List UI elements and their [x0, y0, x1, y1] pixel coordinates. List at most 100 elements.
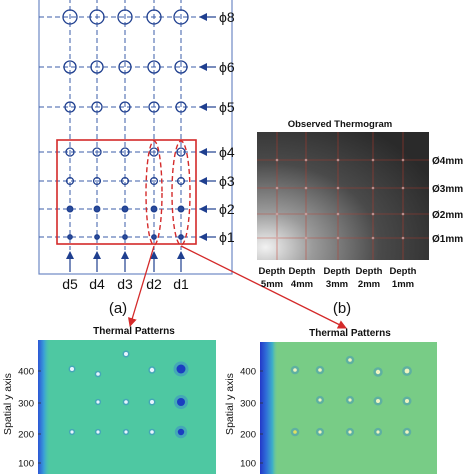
hole-r4-c3 — [149, 176, 159, 186]
depth-label-1-line1: Depth — [289, 266, 316, 277]
panel-a-caption: (a) — [109, 300, 127, 317]
hole-r4-c4 — [176, 176, 186, 186]
c-spot-2 — [124, 352, 128, 356]
c-spot-8 — [177, 398, 185, 406]
thermogram-image — [257, 132, 429, 260]
row-label-6: ϕ1 — [219, 229, 235, 245]
depth-label-3-line1: Depth — [356, 266, 383, 277]
hole-r5-c0 — [66, 205, 74, 213]
d-spot-8 — [405, 399, 409, 403]
d-spot-11 — [348, 430, 352, 434]
ytick-label-400: 400 — [18, 367, 34, 378]
hole-r2-c4 — [175, 101, 187, 113]
row-label-3: ϕ4 — [219, 144, 235, 160]
d-spot-6 — [348, 398, 352, 402]
d-spot-7 — [376, 399, 380, 403]
hole-r0-c0 — [62, 9, 78, 25]
d-spot-3 — [375, 369, 381, 375]
link-arrow-d2 — [127, 245, 155, 327]
hole-r3-c0 — [65, 147, 75, 157]
thermo-spot-1-4 — [401, 186, 405, 190]
panel-d-title: Thermal Patterns — [309, 328, 391, 339]
d-spot-9 — [293, 430, 297, 434]
diameter-label-0: Ø4mm — [432, 156, 463, 167]
hole-r0-c2 — [117, 9, 133, 25]
thermo-spot-2-4 — [401, 212, 405, 216]
ytick-label-100: 100 — [240, 459, 256, 470]
c-spot-13 — [177, 428, 185, 436]
thermo-spot-3-2 — [336, 236, 340, 240]
c-spot-5 — [96, 400, 100, 404]
ytick-label-300: 300 — [240, 399, 256, 410]
column-labels: d5 d4 d3 d2 d1 — [62, 251, 189, 292]
diameter-label-1: Ø3mm — [432, 184, 463, 195]
hole-r1-c1 — [90, 60, 104, 74]
hole-r1-c0 — [63, 60, 77, 74]
diameter-label-3: Ø1mm — [432, 234, 463, 245]
panel-c-ylabel: Spatial y axis — [2, 373, 14, 435]
thermo-spot-1-1 — [304, 186, 308, 190]
thermogram-grid — [257, 132, 429, 260]
thermo-spot-0-3 — [371, 158, 375, 162]
row-label-5: ϕ2 — [219, 201, 235, 217]
hole-r0-c1 — [89, 9, 105, 25]
hole-r4-c2 — [120, 176, 130, 186]
column-label-d2: d2 — [146, 276, 162, 292]
depth-label-4-line2: 1mm — [392, 279, 414, 290]
thermo-spot-3-1 — [304, 236, 308, 240]
c-spot-1 — [96, 372, 100, 376]
hole-r2-c0 — [64, 101, 76, 113]
ytick-label-200: 200 — [240, 430, 256, 441]
ytick-label-300: 300 — [18, 399, 34, 410]
panel-d-heatmap — [260, 342, 437, 474]
column-label-d1: d1 — [173, 276, 189, 292]
ytick-label-400: 400 — [240, 367, 256, 378]
hole-r6-c3 — [151, 234, 157, 240]
d-spot-0 — [293, 368, 297, 372]
diameter-labels: Ø4mm Ø3mm Ø2mm Ø1mm — [432, 156, 463, 245]
row-label-2: ϕ5 — [219, 99, 235, 115]
depth-label-0-line1: Depth — [259, 266, 286, 277]
c-spot-12 — [150, 430, 154, 434]
thermo-spot-3-0 — [275, 236, 279, 240]
depth-label-2-line2: 3mm — [326, 279, 348, 290]
link-arrow-d1 — [180, 245, 347, 329]
hole-r3-c1 — [92, 147, 102, 157]
c-spot-9 — [70, 430, 74, 434]
hole-r3-c4 — [176, 147, 186, 157]
panel-c-heatmap-edge — [38, 340, 50, 474]
c-spot-10 — [96, 430, 100, 434]
d-spot-5 — [318, 398, 322, 402]
hole-r2-c2 — [119, 101, 131, 113]
row-label-1: ϕ6 — [219, 59, 235, 75]
c-spot-6 — [124, 400, 128, 404]
hole-r6-c0 — [67, 234, 73, 240]
d-spot-12 — [376, 430, 380, 434]
panel-a: d5 d4 d3 d2 d1 ϕ8 ϕ6 ϕ5 ϕ4 ϕ3 ϕ2 ϕ1 (a) — [38, 0, 235, 317]
row-labels: ϕ8 ϕ6 ϕ5 ϕ4 ϕ3 ϕ2 ϕ1 — [199, 9, 235, 245]
column-label-d4: d4 — [89, 276, 105, 292]
row-label-0: ϕ8 — [219, 9, 235, 25]
c-spot-3 — [149, 367, 155, 373]
thermo-spot-1-2 — [336, 186, 340, 190]
panel-b-caption: (b) — [333, 300, 351, 317]
ytick-label-100: 100 — [18, 459, 34, 470]
hole-r0-c3 — [146, 9, 162, 25]
thermo-spot-0-2 — [336, 158, 340, 162]
hole-r0-c4 — [173, 9, 189, 25]
panel-d: Thermal Patterns 400 300 200 100 Spatial y … — [224, 328, 437, 474]
specimen-outline — [38, 0, 233, 275]
hole-r6-c4 — [178, 234, 184, 240]
panel-d-heatmap-edge — [260, 342, 278, 474]
depth-labels: Depth 5mm Depth 4mm Depth 3mm Depth 2mm Depth 1mm — [259, 266, 417, 290]
d-spot-4 — [404, 368, 410, 374]
depth-label-1-line2: 4mm — [291, 279, 313, 290]
thermo-spot-3-4 — [401, 236, 405, 240]
panel-d-y-axis: 400 300 200 100 — [240, 367, 263, 470]
d-spot-13 — [405, 430, 409, 434]
c-spot-0 — [70, 367, 74, 371]
depth-label-2-line1: Depth — [324, 266, 351, 277]
d-spot-2 — [348, 358, 352, 362]
panel-d-hot-spots — [290, 355, 412, 437]
hole-r2-c1 — [91, 101, 103, 113]
